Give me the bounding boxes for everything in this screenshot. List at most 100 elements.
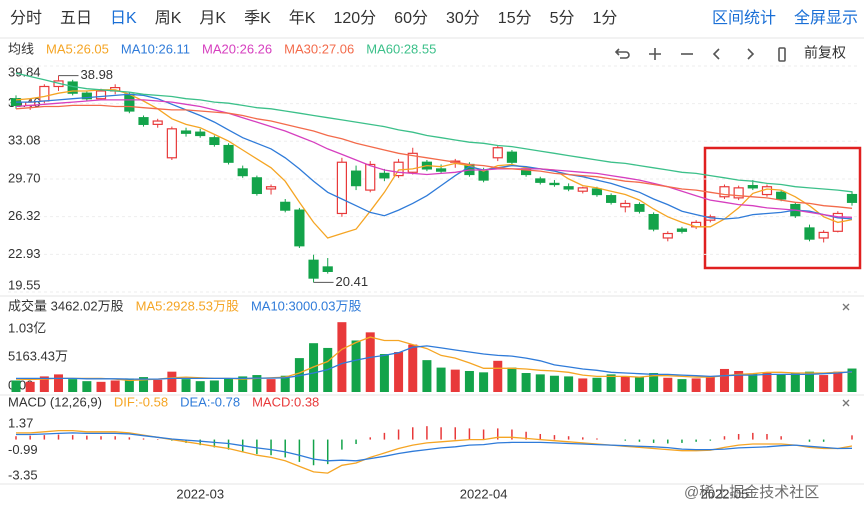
candle-body xyxy=(365,163,376,191)
candle-body xyxy=(662,232,673,239)
tab[interactable]: 季K xyxy=(244,9,271,27)
candle-body xyxy=(435,168,447,172)
tab[interactable]: 五日 xyxy=(60,10,92,27)
legend-label: DIF:-0.58 xyxy=(114,394,168,409)
volume-bar xyxy=(748,373,758,392)
volume-bar xyxy=(592,377,602,392)
volume-bar xyxy=(238,376,248,392)
ma-line xyxy=(16,93,853,220)
candle-body xyxy=(606,195,617,203)
volume-bar xyxy=(153,379,163,392)
volume-bar xyxy=(365,332,375,392)
legend-label: MA10:3000.03万股 xyxy=(251,298,362,313)
candle-body xyxy=(138,117,149,125)
candle-body xyxy=(322,266,333,272)
ma-line xyxy=(16,432,853,462)
adjust-button[interactable]: 前复权 xyxy=(804,45,846,61)
legend-label: MA5:2928.53万股 xyxy=(136,298,239,313)
volume-bar xyxy=(819,375,829,392)
candle-body xyxy=(265,186,277,190)
candle-body xyxy=(776,191,787,200)
tab[interactable]: 120分 xyxy=(333,9,376,27)
volume-bar xyxy=(564,376,574,392)
volume-bar xyxy=(39,376,49,392)
candle-body xyxy=(237,168,248,177)
legend-label: MA5:26.05 xyxy=(46,41,109,56)
volume-bar xyxy=(252,375,262,392)
candle-body xyxy=(393,161,404,177)
y-tick-label: 29.70 xyxy=(8,170,41,185)
candle-body xyxy=(846,193,858,203)
volume-bar xyxy=(776,374,786,392)
volume-bar xyxy=(96,381,106,392)
y-tick-label: -0.99 xyxy=(8,442,38,457)
candle-body xyxy=(308,259,319,279)
volume-bar xyxy=(804,371,814,392)
tab[interactable]: 60分 xyxy=(394,9,428,27)
close-macd[interactable] xyxy=(842,399,850,407)
volume-bar xyxy=(224,378,234,392)
candle-body xyxy=(818,231,829,239)
volume-bar xyxy=(110,380,120,392)
volume-bar xyxy=(734,370,744,392)
y-tick-label: 1.37 xyxy=(8,416,33,431)
volume-bar xyxy=(507,367,517,392)
x-tick-label: 2022-04 xyxy=(460,486,508,501)
volume-bar xyxy=(719,368,729,392)
candle-body xyxy=(166,128,177,159)
candle-body xyxy=(280,201,291,211)
next-icon[interactable] xyxy=(747,48,755,60)
candle-body xyxy=(577,187,588,192)
candle-body xyxy=(549,182,560,186)
tab[interactable]: 15分 xyxy=(498,9,532,27)
candle-body xyxy=(294,209,305,247)
fit-icon[interactable] xyxy=(778,47,786,62)
y-tick-label: 33.08 xyxy=(8,133,41,148)
volume-bar xyxy=(436,367,446,392)
candle-body xyxy=(350,170,362,187)
prev-icon[interactable] xyxy=(712,48,720,60)
volume-bar xyxy=(677,379,687,392)
candle-body xyxy=(124,93,135,112)
tab[interactable]: 周K xyxy=(155,10,182,27)
watermark: @稀土掘金技术社区 xyxy=(684,484,819,501)
volume-bar xyxy=(422,360,432,392)
ma-line xyxy=(15,89,853,239)
volume-bar xyxy=(620,376,630,392)
candle-body xyxy=(719,186,730,198)
close-icons[interactable] xyxy=(842,303,850,407)
tab[interactable]: 30分 xyxy=(446,9,480,27)
volume-bar xyxy=(68,379,78,392)
y-tick-label: 39.84 xyxy=(8,64,41,79)
tab[interactable]: 分时 xyxy=(10,9,42,27)
tab[interactable]: 年K xyxy=(289,9,316,27)
toolbar-icons[interactable] xyxy=(614,47,786,62)
candle-body xyxy=(506,151,518,163)
volume-bar xyxy=(181,379,191,392)
candle-body xyxy=(209,137,220,146)
candle-body xyxy=(676,228,688,232)
tab[interactable]: 5分 xyxy=(550,9,575,27)
extreme-label: 20.41 xyxy=(336,274,369,289)
legend-label: MA20:26.26 xyxy=(202,41,272,56)
action[interactable]: 区间统计 xyxy=(712,9,776,27)
candle-body xyxy=(39,85,50,102)
tab[interactable]: 月K xyxy=(199,10,226,27)
candle-body xyxy=(251,177,262,195)
volume-bar xyxy=(82,381,92,392)
tab[interactable]: 1分 xyxy=(593,9,618,27)
volume-bar xyxy=(139,377,149,392)
reset-icon[interactable] xyxy=(614,48,630,59)
volume-bar xyxy=(351,340,361,392)
tab[interactable]: 日K xyxy=(110,10,137,27)
volume-bar xyxy=(847,368,857,392)
candle-body xyxy=(535,178,546,183)
legend-label: MACD (12,26,9) xyxy=(8,394,102,409)
action[interactable]: 全屏显示 xyxy=(794,9,858,27)
zoom-in-icon[interactable] xyxy=(649,48,661,60)
close-volume[interactable] xyxy=(842,303,850,311)
legend-label: MACD:0.38 xyxy=(252,394,319,409)
legend-label: MA60:28.55 xyxy=(366,41,436,56)
candle-body xyxy=(95,90,107,100)
volume-bar xyxy=(634,377,644,392)
